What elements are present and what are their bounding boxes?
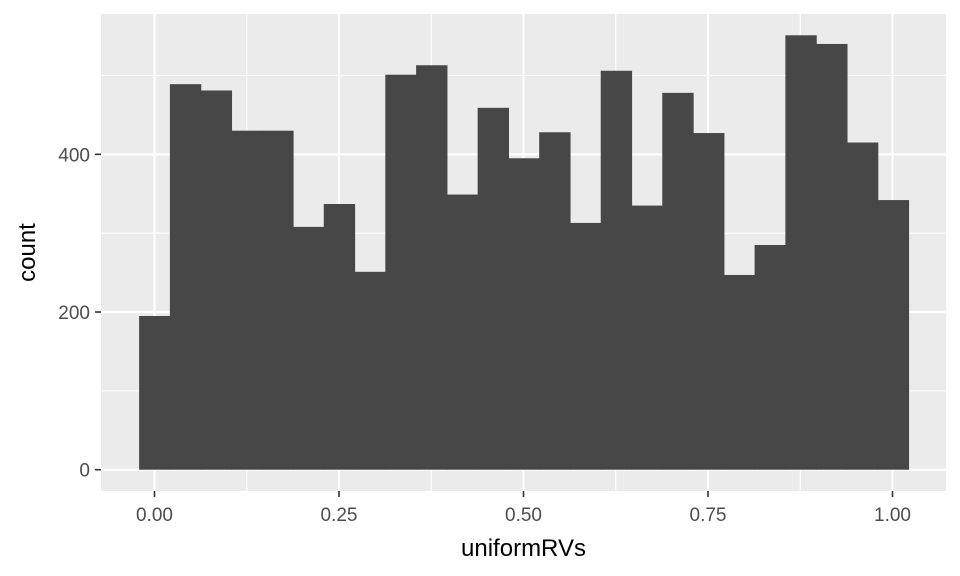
y-tick-label: 400 [58,145,90,166]
x-tick-label: 0.25 [321,505,358,526]
histogram-bar [446,194,479,470]
histogram-bar [139,315,171,470]
histogram-bar [785,35,817,470]
x-tick-label: 0.50 [505,505,542,526]
histogram-bar [292,226,325,470]
histogram-bar [846,142,879,470]
histogram-bar [200,90,233,470]
y-axis-title: count [14,223,41,282]
histogram-bar [416,65,448,470]
histogram-bar [631,205,663,470]
x-tick-label: 0.75 [690,505,727,526]
y-tick-label: 0 [79,461,90,482]
histogram-bar [662,92,694,470]
x-tick-label: 1.00 [874,505,911,526]
histogram-bar [693,133,725,470]
histogram-bar [385,74,417,470]
histogram-bar [877,200,910,470]
histogram-bar [262,130,294,470]
histogram-bar [816,43,848,470]
histogram-bar [354,271,386,470]
histogram-bar [754,245,786,470]
histogram-bar [600,70,633,470]
histogram-bar [169,84,202,470]
histogram-bar [569,222,602,470]
x-axis-ticks: 0.00 0.25 0.50 0.75 1.00 [136,491,911,526]
histogram-bar [231,130,263,470]
histogram-bar [539,132,571,470]
y-axis-ticks: 0 200 400 [58,145,101,482]
histogram-bars [139,35,910,470]
y-tick-label: 200 [58,303,90,324]
x-axis-title: uniformRVs [461,535,586,562]
histogram-bar [477,107,510,470]
histogram-bar [723,274,756,470]
histogram-bar [508,158,540,470]
x-tick-label: 0.00 [136,505,173,526]
histogram-bar [323,204,356,470]
